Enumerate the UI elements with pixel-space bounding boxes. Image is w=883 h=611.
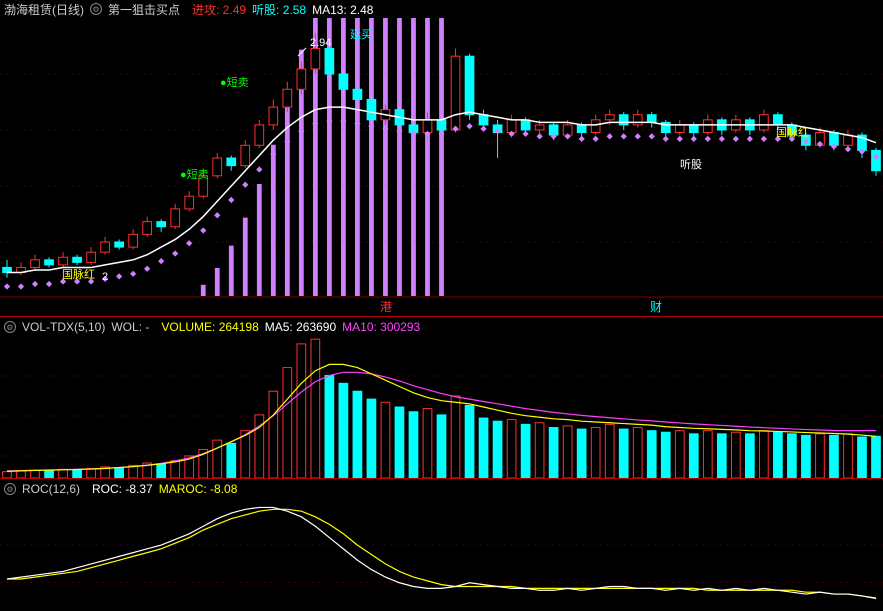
- header-item: MA13: 2.48: [312, 3, 373, 17]
- mid-label: 财: [650, 298, 662, 315]
- indicator-name: 第一狙击买点: [108, 1, 180, 18]
- svg-text:国脉红: 国脉红: [62, 267, 95, 281]
- svg-text:●短卖: ●短卖: [180, 167, 209, 181]
- roc-panel[interactable]: [0, 498, 883, 611]
- mid-label: 港: [380, 298, 392, 315]
- volume-panel[interactable]: [0, 336, 883, 478]
- header-item: 进攻: 2.49: [192, 3, 246, 17]
- svg-text:●短卖: ●短卖: [220, 75, 249, 89]
- mid-labels: 港财: [0, 298, 883, 314]
- svg-text:国脉红: 国脉红: [776, 125, 809, 139]
- header-item: MAROC: -8.08: [159, 482, 238, 496]
- header-item: ROC: -8.37: [92, 482, 153, 496]
- roc-ind: ROC(12,6): [22, 482, 80, 496]
- svg-text:2.94: 2.94: [310, 37, 331, 49]
- header-item: 听股: 2.58: [252, 3, 306, 17]
- svg-text:听股: 听股: [680, 158, 702, 171]
- header-item: MA5: 263690: [265, 320, 336, 334]
- gear-icon[interactable]: ⚙: [4, 483, 16, 495]
- price-header: 渤海租赁(日线) ⚙ 第一狙击买点 进攻: 2.49 听股: 2.58 MA13: …: [0, 0, 373, 18]
- header-item: MA10: 300293: [342, 320, 420, 334]
- gear-icon[interactable]: ⚙: [90, 3, 102, 15]
- vol-ind: VOL-TDX(5,10): [22, 320, 105, 334]
- volume-header: ⚙ VOL-TDX(5,10) WOL: - VOLUME: 264198 MA5…: [0, 318, 420, 336]
- roc-header: ⚙ ROC(12,6) ROC: -8.37 MAROC: -8.08: [0, 480, 237, 498]
- header-item: VOLUME: 264198: [161, 320, 258, 334]
- vol-wol: WOL: -: [111, 320, 149, 334]
- price-panel[interactable]: 2.94●短卖●短卖听股延买国脉红国脉红2: [0, 18, 883, 298]
- svg-text:延买: 延买: [350, 28, 372, 41]
- gear-icon[interactable]: ⚙: [4, 321, 16, 333]
- svg-text:2: 2: [102, 271, 108, 283]
- stock-title: 渤海租赁(日线): [4, 1, 84, 18]
